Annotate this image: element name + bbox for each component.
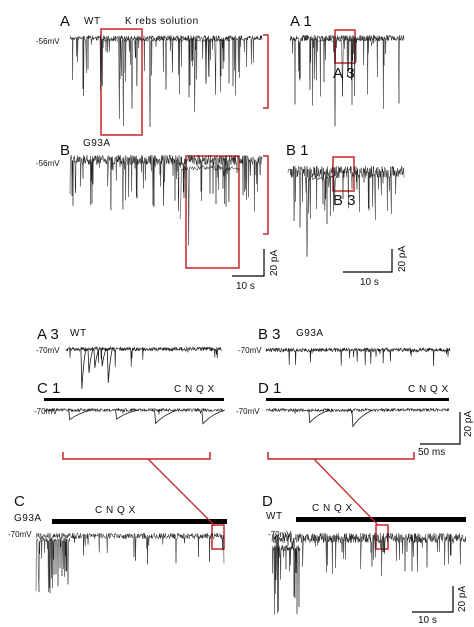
trace-c1-events bbox=[68, 409, 226, 425]
scale-label-d-pa: 20 pA bbox=[457, 585, 468, 612]
panel-label-b: B bbox=[60, 142, 71, 159]
scalebar-a1b1 bbox=[343, 249, 393, 273]
cnqx-bar-c bbox=[52, 519, 227, 524]
voltage-a: -56mV bbox=[36, 37, 60, 46]
cnqx-bar-d bbox=[296, 517, 466, 522]
panel-label-b3: B 3 bbox=[258, 326, 281, 343]
scale-label-ab-s: 10 s bbox=[236, 281, 255, 292]
scale-label-d-s: 10 s bbox=[418, 615, 437, 626]
label-g93a-b: G93A bbox=[83, 138, 111, 149]
voltage-b3: -70mV bbox=[238, 346, 262, 355]
connector-b bbox=[263, 155, 269, 235]
label-cnqx-c: C N Q X bbox=[95, 505, 136, 516]
trace-a1 bbox=[289, 34, 405, 109]
scalebar-d bbox=[412, 586, 454, 613]
panel-label-a: A bbox=[60, 13, 71, 30]
trace-c-deep bbox=[35, 537, 71, 594]
zoom-line-d bbox=[313, 458, 379, 526]
trace-a3 bbox=[65, 346, 223, 368]
bracket-c1 bbox=[62, 452, 211, 460]
voltage-b: -56mV bbox=[36, 159, 60, 168]
panel-label-b3-box: B 3 bbox=[333, 192, 356, 209]
panel-label-c: C bbox=[14, 493, 25, 510]
zoom-box-c bbox=[211, 524, 225, 550]
panel-label-a3: A 3 bbox=[37, 326, 59, 343]
voltage-c1: -70mV bbox=[34, 407, 58, 416]
trace-a1-deep bbox=[309, 37, 381, 127]
voltage-d: -70mV bbox=[268, 530, 292, 539]
trace-d bbox=[271, 532, 467, 577]
zoom-box-b bbox=[185, 155, 240, 269]
trace-c1 bbox=[44, 407, 224, 415]
label-wt-d: WT bbox=[266, 511, 283, 522]
cnqx-bar-c1 bbox=[44, 398, 224, 401]
trace-b1 bbox=[287, 165, 405, 228]
label-krebs: K rebs solution bbox=[125, 16, 199, 27]
scalebar-ab bbox=[232, 249, 265, 277]
voltage-c: -70mV bbox=[8, 530, 32, 539]
trace-b1-deep bbox=[304, 174, 341, 257]
cnqx-bar-d1 bbox=[266, 398, 449, 401]
trace-b-deep bbox=[179, 164, 241, 246]
voltage-a3: -70mV bbox=[36, 346, 60, 355]
trace-b3 bbox=[265, 346, 451, 367]
scale-label-ab-pa: 20 pA bbox=[269, 249, 280, 276]
panel-label-a3-box: A 3 bbox=[333, 65, 355, 82]
label-cnqx-d: C N Q X bbox=[312, 503, 353, 514]
trace-c bbox=[35, 532, 225, 565]
panel-label-b1: B 1 bbox=[286, 142, 309, 159]
trace-a-deep bbox=[99, 37, 231, 128]
scale-label-cd1-pa: 20 pA bbox=[463, 410, 474, 437]
label-wt-a3: WT bbox=[70, 328, 87, 339]
label-wt-a: WT bbox=[84, 16, 101, 27]
panel-label-c1: C 1 bbox=[37, 380, 61, 397]
trace-a3-events bbox=[80, 348, 113, 389]
label-g93a-c: G93A bbox=[14, 513, 42, 524]
trace-b bbox=[69, 154, 263, 212]
panel-label-a1: A 1 bbox=[290, 13, 312, 30]
panel-label-d1: D 1 bbox=[258, 380, 282, 397]
voltage-d1: -70mV bbox=[236, 407, 260, 416]
scalebar-cd1 bbox=[420, 412, 461, 445]
scale-label-a1b1-pa: 20 pA bbox=[397, 245, 408, 272]
label-cnqx-d1: C N Q X bbox=[408, 384, 449, 395]
trace-d-deep bbox=[271, 544, 301, 615]
scale-label-cd1-ms: 50 ms bbox=[418, 447, 446, 458]
zoom-line-c bbox=[147, 458, 215, 526]
label-g93a-b3: G93A bbox=[296, 328, 324, 339]
connector-a bbox=[263, 34, 269, 109]
trace-d1 bbox=[265, 407, 450, 414]
panel-label-d: D bbox=[262, 493, 273, 510]
trace-a bbox=[69, 34, 263, 98]
scale-label-a1b1-s: 10 s bbox=[360, 277, 379, 288]
trace-d1-events bbox=[308, 409, 374, 428]
bracket-d1 bbox=[267, 452, 415, 460]
label-cnqx-c1: C N Q X bbox=[174, 384, 215, 395]
